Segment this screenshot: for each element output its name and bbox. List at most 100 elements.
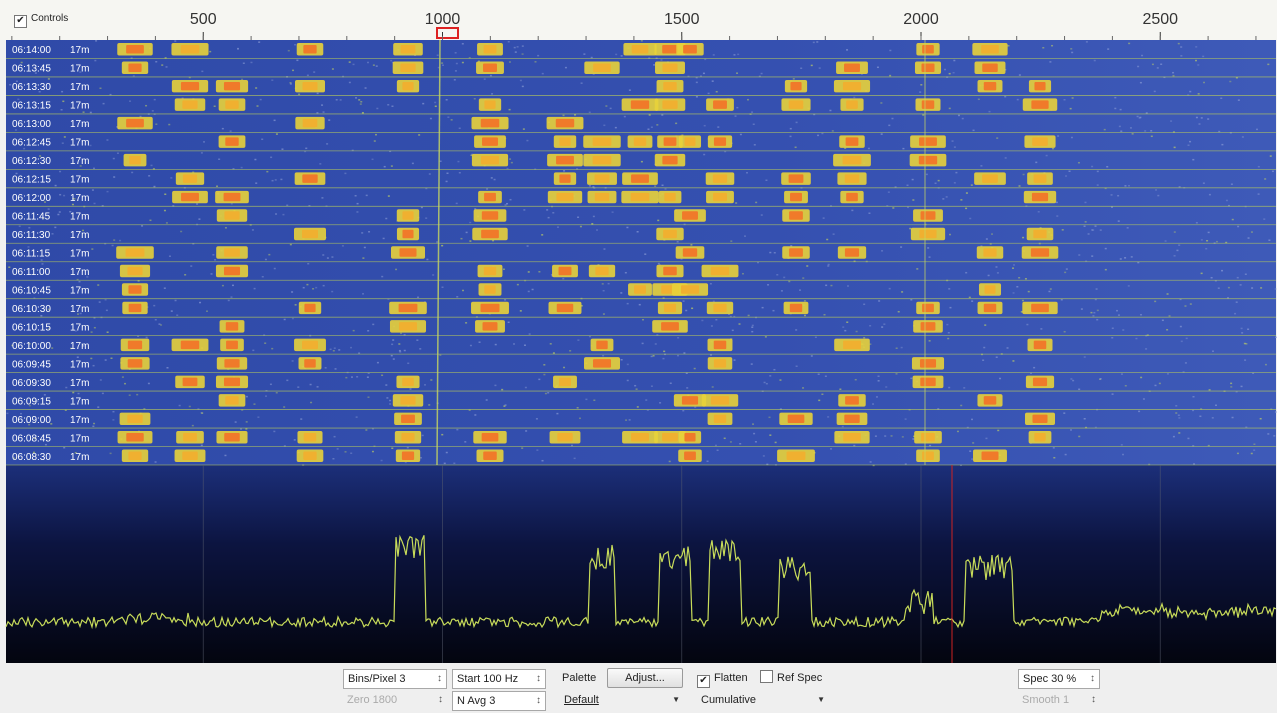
signal-core bbox=[483, 322, 498, 330]
signal-core bbox=[482, 433, 499, 441]
noise bbox=[509, 61, 511, 63]
noise bbox=[938, 180, 940, 182]
noise bbox=[1135, 338, 1137, 340]
signal-core bbox=[662, 100, 677, 108]
noise bbox=[1234, 313, 1236, 315]
smooth[interactable]: Smooth 1 bbox=[1018, 691, 1100, 711]
noise bbox=[538, 271, 540, 273]
adjust-button[interactable]: Adjust... bbox=[607, 668, 683, 688]
noise bbox=[255, 87, 257, 89]
signal-core bbox=[595, 267, 608, 275]
flatten-checkbox[interactable]: ✔Flatten bbox=[697, 669, 748, 689]
noise bbox=[716, 91, 718, 93]
noise bbox=[95, 40, 97, 42]
noise bbox=[412, 163, 414, 165]
noise bbox=[464, 441, 466, 443]
noise bbox=[90, 358, 92, 360]
noise bbox=[1012, 267, 1014, 269]
noise bbox=[77, 356, 79, 358]
signal-core bbox=[790, 304, 802, 312]
noise bbox=[491, 93, 493, 95]
spec-percent[interactable]: Spec 30 % bbox=[1018, 669, 1100, 689]
signal-core bbox=[711, 396, 729, 404]
signal-core bbox=[1032, 415, 1047, 423]
noise bbox=[800, 68, 802, 70]
noise bbox=[1065, 454, 1067, 456]
signal-core bbox=[982, 174, 998, 182]
noise bbox=[63, 447, 65, 449]
noise bbox=[1112, 393, 1114, 395]
noise bbox=[819, 67, 821, 69]
noise bbox=[105, 359, 107, 361]
noise bbox=[748, 315, 750, 317]
signal-core bbox=[595, 193, 609, 201]
noise bbox=[675, 123, 677, 125]
start-frequency[interactable]: Start 100 Hz bbox=[452, 669, 546, 689]
noise bbox=[704, 125, 706, 127]
noise bbox=[1081, 308, 1083, 310]
noise bbox=[442, 64, 444, 66]
noise bbox=[591, 223, 593, 225]
noise bbox=[113, 176, 115, 178]
noise bbox=[799, 289, 801, 291]
noise bbox=[1124, 257, 1126, 259]
zero[interactable]: Zero 1800 bbox=[343, 691, 447, 711]
noise bbox=[1230, 383, 1232, 385]
n-avg[interactable]: N Avg 3 bbox=[452, 691, 546, 711]
noise bbox=[811, 65, 813, 67]
noise bbox=[300, 418, 302, 420]
noise bbox=[284, 319, 286, 321]
noise bbox=[367, 62, 369, 64]
bins-per-pixel[interactable]: Bins/Pixel 3 bbox=[343, 669, 447, 689]
noise bbox=[366, 195, 368, 197]
noise bbox=[59, 211, 61, 213]
noise bbox=[336, 99, 338, 101]
noise bbox=[270, 384, 272, 386]
noise bbox=[321, 104, 323, 106]
noise bbox=[1178, 417, 1180, 419]
signal-core bbox=[921, 63, 934, 71]
noise bbox=[1016, 286, 1018, 288]
noise bbox=[863, 304, 865, 306]
noise bbox=[28, 227, 30, 229]
noise bbox=[954, 182, 956, 184]
noise bbox=[629, 419, 631, 421]
noise bbox=[276, 133, 278, 135]
noise bbox=[717, 126, 719, 128]
noise bbox=[581, 82, 583, 84]
spectrum-mode-select[interactable]: Cumulative bbox=[697, 691, 831, 711]
noise bbox=[642, 343, 644, 345]
noise bbox=[8, 266, 10, 268]
noise bbox=[440, 161, 442, 163]
noise bbox=[621, 55, 623, 57]
noise bbox=[742, 273, 744, 275]
ref-spec-checkbox[interactable]: Ref Spec bbox=[760, 669, 822, 689]
noise bbox=[392, 339, 394, 341]
noise bbox=[59, 194, 61, 196]
noise bbox=[1013, 264, 1015, 266]
noise bbox=[696, 82, 698, 84]
noise bbox=[534, 61, 536, 63]
noise bbox=[385, 384, 387, 386]
noise bbox=[460, 238, 462, 240]
noise bbox=[1201, 273, 1203, 275]
noise bbox=[944, 69, 946, 71]
noise bbox=[179, 405, 181, 407]
noise bbox=[972, 442, 974, 444]
noise bbox=[1052, 148, 1054, 150]
noise bbox=[444, 463, 446, 465]
palette-select[interactable]: Default bbox=[560, 691, 686, 711]
signal-core bbox=[919, 156, 937, 164]
noise bbox=[395, 269, 397, 271]
noise bbox=[158, 323, 160, 325]
signal-core bbox=[224, 248, 240, 256]
signal-core bbox=[181, 82, 199, 90]
noise bbox=[338, 349, 340, 351]
noise bbox=[746, 172, 748, 174]
signal-core bbox=[593, 156, 612, 164]
noise bbox=[94, 203, 96, 205]
noise bbox=[1167, 293, 1169, 295]
noise bbox=[383, 238, 385, 240]
controls-checkbox[interactable]: ✔Controls bbox=[14, 10, 68, 30]
row-time: 06:10:15 bbox=[12, 322, 51, 333]
